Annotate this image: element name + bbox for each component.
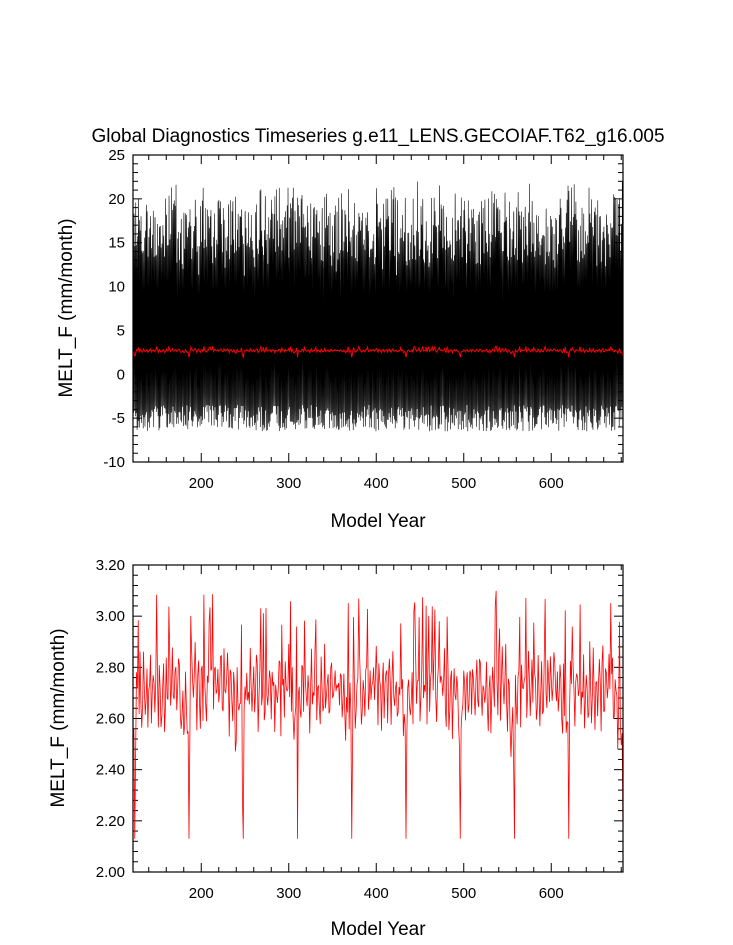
series-annual-mean-line — [133, 590, 623, 839]
y-tick-label: 2.80 — [96, 659, 125, 676]
y-tick-label: 10 — [108, 279, 125, 296]
x-tick-label: 600 — [539, 885, 564, 902]
chart-title: Global Diagnostics Timeseries g.e11_LENS… — [91, 126, 664, 147]
bottom-y-axis-label: MELT_F (mm/month) — [48, 628, 69, 807]
x-tick-label: 400 — [364, 475, 389, 492]
top-x-axis-label: Model Year — [330, 511, 426, 532]
x-tick-label: 500 — [451, 885, 476, 902]
y-tick-label: -5 — [112, 410, 125, 427]
y-tick-label: 2.00 — [96, 864, 125, 881]
series-monthly-line — [133, 181, 623, 432]
y-tick-label: 25 — [108, 147, 125, 164]
x-tick-label: 400 — [364, 885, 389, 902]
bottom-plot: 200 300 400 500 600 2.00 2.20 2.40 2.60 2.80 3.00 3… — [96, 557, 624, 902]
x-tick-label: 300 — [276, 475, 301, 492]
top-plot-frame — [132, 154, 624, 463]
y-tick-label: -10 — [103, 454, 125, 471]
top-y-axis-label: MELT_F (mm/month) — [56, 218, 77, 397]
y-tick-label: 5 — [117, 322, 125, 339]
x-tick-label: 200 — [189, 475, 214, 492]
y-tick-label: 2.60 — [96, 711, 125, 728]
y-tick-label: 20 — [108, 191, 125, 208]
y-tick-label: 2.20 — [96, 813, 125, 830]
top-plot: 200 300 400 500 600 -10 -5 0 5 10 15 20 25 — [103, 147, 624, 492]
bottom-x-axis-label: Model Year — [330, 919, 426, 940]
y-tick-label: 15 — [108, 235, 125, 252]
x-tick-label: 600 — [539, 475, 564, 492]
x-tick-label: 200 — [189, 885, 214, 902]
y-tick-label: 0 — [117, 366, 125, 383]
bottom-plot-frame — [132, 564, 624, 873]
series-annual-mean-line — [133, 344, 623, 360]
x-tick-label: 300 — [276, 885, 301, 902]
y-tick-label: 3.00 — [96, 608, 125, 625]
x-tick-label: 500 — [451, 475, 476, 492]
y-tick-label: 3.20 — [96, 557, 125, 574]
y-tick-label: 2.40 — [96, 762, 125, 779]
